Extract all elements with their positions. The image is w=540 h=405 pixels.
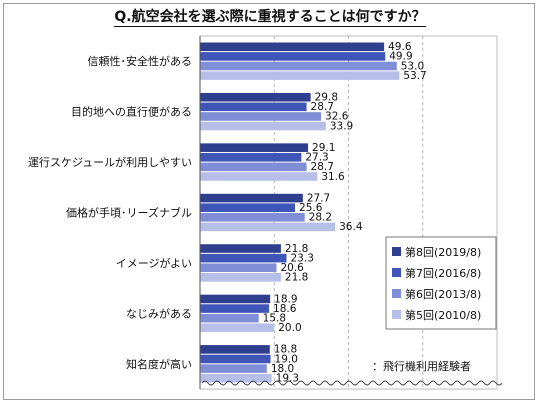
data-label: 15.8 [263, 312, 286, 324]
data-label: 31.6 [321, 171, 345, 183]
bar [200, 102, 307, 112]
bar [200, 143, 309, 152]
legend-label: 第8回(2019/8) [405, 245, 481, 259]
data-label: 19.3 [276, 372, 299, 384]
chart-title: Q.航空会社を選ぶ際に重視することは何ですか？ [114, 9, 426, 27]
data-label: 36.4 [339, 221, 363, 233]
bar [200, 213, 305, 222]
bar [200, 354, 271, 364]
bar [200, 172, 318, 181]
data-label: 25.6 [299, 202, 323, 214]
bar [200, 112, 322, 121]
data-label: 18.0 [271, 363, 294, 375]
category-label: 知名度が高い [126, 357, 192, 371]
bar [200, 42, 385, 52]
bar [200, 61, 397, 71]
bar [200, 263, 277, 273]
legend-swatch [392, 268, 401, 277]
bar [200, 244, 281, 253]
data-label: 49.6 [388, 41, 412, 53]
bar [200, 273, 281, 282]
data-label: 18.8 [274, 344, 297, 356]
data-label: 28.7 [311, 161, 334, 173]
data-label: 49.9 [389, 51, 412, 63]
data-label: 20.6 [280, 262, 304, 274]
data-label: 27.7 [307, 192, 330, 204]
bar [200, 52, 386, 61]
data-label: 32.6 [325, 111, 349, 123]
legend-label: 第5回(2010/8) [405, 308, 481, 322]
bar [200, 162, 307, 172]
category-label: 運行スケジュールが利用しやすい [28, 155, 192, 169]
legend-box [385, 236, 497, 330]
bar [200, 253, 287, 263]
bar [200, 345, 270, 354]
category-label: イメージがよい [116, 256, 192, 270]
data-label: 29.1 [312, 142, 335, 154]
data-label: 28.2 [309, 212, 332, 224]
data-label: 53.0 [401, 60, 424, 72]
data-label: 27.3 [305, 152, 328, 164]
legend-swatch [392, 310, 401, 319]
data-label: 21.8 [285, 243, 308, 255]
respondent-note: ：飛行機利用経験者 [372, 360, 471, 373]
data-label: 23.3 [291, 252, 314, 264]
category-label: 信頼性･安全性がある [88, 54, 193, 68]
legend-swatch [392, 247, 401, 256]
bar [200, 323, 275, 333]
bar [200, 92, 311, 102]
bar [200, 294, 271, 304]
data-label: 28.7 [311, 101, 334, 113]
bar [200, 152, 302, 162]
data-label: 20.0 [278, 322, 301, 334]
category-label: 目的地への直行便がある [71, 105, 192, 119]
data-label: 19.0 [275, 353, 298, 365]
data-label: 53.7 [403, 70, 426, 82]
category-label: なじみがある [126, 306, 192, 320]
bar [200, 222, 336, 232]
category-label: 価格が手頃･リーズナブル [66, 206, 192, 220]
bar [200, 364, 267, 373]
bar [200, 304, 270, 313]
bar [200, 313, 259, 323]
data-label: 33.9 [330, 120, 353, 132]
data-label: 29.8 [315, 92, 338, 104]
bar [200, 193, 303, 203]
legend-label: 第7回(2016/8) [405, 266, 481, 280]
legend-swatch [392, 289, 401, 298]
bar [200, 373, 272, 383]
bar [200, 71, 400, 80]
bar [200, 203, 296, 212]
data-label: 21.8 [285, 272, 308, 284]
bar [200, 121, 326, 131]
data-label: 18.6 [273, 303, 297, 315]
data-label: 18.9 [274, 293, 297, 305]
axis-break-line [201, 380, 503, 386]
legend-label: 第6回(2013/8) [405, 287, 481, 301]
